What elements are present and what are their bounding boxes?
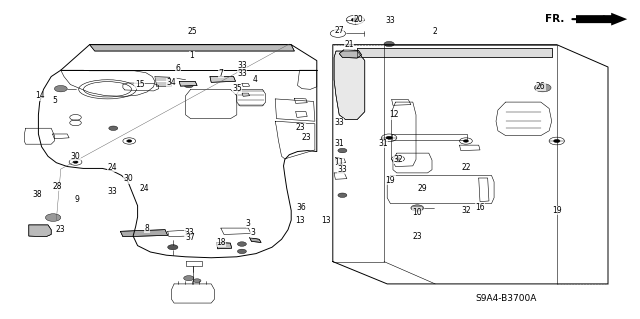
- Circle shape: [534, 84, 551, 92]
- Text: 33: 33: [107, 187, 117, 196]
- Circle shape: [237, 249, 246, 254]
- Text: 27: 27: [334, 26, 344, 35]
- Circle shape: [338, 148, 347, 153]
- Text: 33: 33: [237, 61, 247, 70]
- Text: 21: 21: [344, 40, 353, 49]
- Polygon shape: [216, 242, 232, 249]
- Text: 10: 10: [412, 208, 422, 217]
- Text: 22: 22: [461, 163, 470, 172]
- Text: 32: 32: [461, 206, 471, 215]
- Circle shape: [73, 161, 78, 163]
- Text: 34: 34: [166, 78, 177, 87]
- Text: 4: 4: [252, 75, 257, 84]
- Polygon shape: [210, 77, 236, 82]
- Text: 29: 29: [417, 184, 428, 193]
- Polygon shape: [90, 45, 294, 51]
- Circle shape: [386, 136, 392, 139]
- Circle shape: [193, 279, 201, 283]
- Text: 23: 23: [296, 123, 306, 132]
- Polygon shape: [339, 49, 362, 58]
- Text: 11: 11: [335, 158, 344, 167]
- Text: 31: 31: [334, 139, 344, 148]
- Text: 32: 32: [393, 155, 403, 164]
- Text: 14: 14: [35, 91, 45, 100]
- Text: 16: 16: [475, 203, 485, 212]
- Text: 12: 12: [389, 110, 398, 119]
- Text: 37: 37: [186, 233, 196, 242]
- Circle shape: [338, 193, 347, 197]
- Text: 23: 23: [56, 225, 66, 234]
- Circle shape: [45, 214, 61, 221]
- Text: 5: 5: [52, 96, 57, 105]
- Polygon shape: [357, 48, 552, 57]
- Text: 33: 33: [237, 69, 247, 78]
- Circle shape: [168, 245, 178, 250]
- Circle shape: [411, 205, 424, 211]
- Text: 38: 38: [32, 190, 42, 199]
- Polygon shape: [179, 81, 197, 86]
- Circle shape: [127, 140, 132, 142]
- Text: 36: 36: [296, 203, 306, 212]
- Text: 7: 7: [218, 69, 223, 78]
- Polygon shape: [250, 238, 261, 242]
- Text: 33: 33: [184, 228, 194, 237]
- Text: 18: 18: [216, 238, 225, 247]
- Text: 2: 2: [433, 27, 438, 36]
- Circle shape: [54, 85, 67, 92]
- Text: S9A4-B3700A: S9A4-B3700A: [475, 294, 536, 303]
- Text: 20: 20: [353, 15, 364, 24]
- Text: 30: 30: [123, 174, 133, 183]
- Text: 30: 30: [70, 152, 81, 161]
- Polygon shape: [29, 225, 51, 237]
- Text: 31: 31: [378, 139, 388, 148]
- Text: 28: 28: [53, 182, 62, 191]
- Circle shape: [396, 158, 401, 160]
- Text: 19: 19: [385, 176, 396, 185]
- Text: 19: 19: [552, 206, 562, 215]
- Circle shape: [384, 41, 394, 47]
- Text: 6: 6: [175, 64, 180, 73]
- Polygon shape: [334, 51, 365, 120]
- Text: 3: 3: [250, 228, 255, 237]
- Text: 23: 23: [301, 133, 311, 142]
- Text: 33: 33: [337, 165, 348, 174]
- Text: 24: 24: [107, 163, 117, 172]
- Circle shape: [184, 83, 193, 88]
- Text: 13: 13: [294, 216, 305, 225]
- Text: 25: 25: [187, 27, 197, 36]
- Circle shape: [351, 18, 359, 22]
- Text: 1: 1: [189, 51, 195, 60]
- Text: FR.: FR.: [545, 14, 564, 24]
- Polygon shape: [120, 230, 168, 237]
- Text: 23: 23: [412, 232, 422, 241]
- Circle shape: [184, 276, 194, 281]
- Text: 8: 8: [145, 224, 150, 233]
- Text: 24: 24: [139, 184, 149, 193]
- FancyArrow shape: [576, 13, 627, 26]
- Text: 9: 9: [74, 195, 79, 204]
- Text: 33: 33: [334, 118, 344, 127]
- Circle shape: [109, 126, 118, 130]
- Text: 26: 26: [536, 82, 546, 91]
- Text: 3: 3: [246, 219, 251, 228]
- Circle shape: [463, 140, 468, 142]
- Text: 35: 35: [232, 84, 242, 93]
- Circle shape: [237, 242, 246, 246]
- Text: 13: 13: [321, 216, 332, 225]
- Circle shape: [554, 139, 560, 143]
- Text: 33: 33: [385, 16, 396, 25]
- Text: 15: 15: [134, 80, 145, 89]
